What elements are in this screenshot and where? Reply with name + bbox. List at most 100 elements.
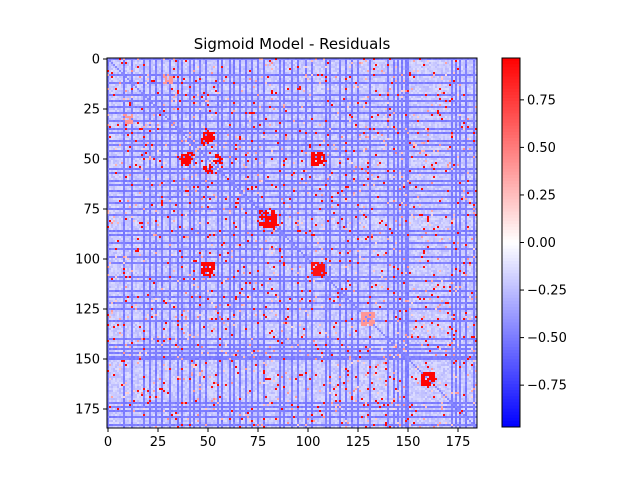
heatmap-cell bbox=[127, 88, 130, 91]
heatmap-cell bbox=[279, 60, 282, 63]
heatmap-cell bbox=[161, 108, 164, 111]
heatmap-cell bbox=[241, 108, 244, 111]
heatmap-cell bbox=[173, 58, 176, 61]
heatmap-cell bbox=[415, 98, 418, 101]
heatmap-cell bbox=[301, 110, 304, 113]
heatmap-cell bbox=[437, 100, 440, 103]
heatmap-cell bbox=[445, 92, 448, 95]
heatmap-cell bbox=[193, 82, 196, 85]
heatmap-cell bbox=[421, 110, 424, 113]
heatmap-cell bbox=[325, 78, 328, 81]
heatmap-cell bbox=[255, 92, 258, 95]
heatmap-cell bbox=[445, 76, 448, 79]
heatmap-cell bbox=[435, 98, 440, 101]
heatmap-cell bbox=[263, 102, 266, 105]
heatmap-cell bbox=[319, 74, 322, 77]
heatmap-cell bbox=[229, 60, 232, 63]
heatmap-cell bbox=[195, 92, 198, 95]
heatmap-cell bbox=[235, 70, 238, 73]
heatmap-cell bbox=[169, 90, 172, 93]
heatmap-cell bbox=[389, 60, 392, 63]
heatmap-cell bbox=[201, 68, 204, 71]
heatmap-cell bbox=[335, 84, 338, 87]
heatmap-cell bbox=[447, 102, 450, 105]
heatmap-cell bbox=[453, 60, 456, 63]
heatmap-cell bbox=[141, 88, 144, 91]
heatmap-cell bbox=[395, 104, 398, 107]
heatmap-cell bbox=[383, 70, 386, 73]
heatmap-cell bbox=[241, 112, 246, 115]
heatmap-cell bbox=[189, 104, 192, 107]
heatmap-cell bbox=[235, 74, 238, 77]
heatmap-cell bbox=[125, 92, 128, 95]
heatmap-cell bbox=[449, 92, 452, 95]
heatmap-cell bbox=[139, 74, 142, 77]
heatmap-cell bbox=[323, 108, 326, 111]
heatmap-cell bbox=[225, 60, 230, 63]
heatmap-cell bbox=[233, 96, 236, 99]
heatmap-cell bbox=[427, 58, 430, 61]
heatmap-cell bbox=[463, 80, 466, 83]
heatmap-cell bbox=[385, 108, 388, 111]
heatmap-cell bbox=[413, 68, 416, 71]
heatmap-cell bbox=[237, 58, 240, 61]
heatmap-cell bbox=[465, 98, 468, 101]
heatmap-cell bbox=[131, 68, 134, 71]
heatmap-cell bbox=[419, 98, 422, 101]
heatmap-cell bbox=[397, 72, 400, 75]
heatmap-cell bbox=[405, 80, 408, 83]
heatmap-cell bbox=[155, 60, 158, 63]
heatmap-cell bbox=[279, 98, 282, 101]
heatmap-cell bbox=[237, 66, 240, 69]
heatmap-cell bbox=[109, 108, 112, 111]
heatmap-cell bbox=[187, 94, 190, 97]
heatmap-cell bbox=[117, 62, 120, 65]
heatmap-cell bbox=[265, 110, 268, 113]
heatmap-cell bbox=[197, 92, 200, 95]
heatmap-cell bbox=[451, 62, 454, 65]
heatmap-cell bbox=[249, 94, 254, 97]
heatmap-cell bbox=[271, 84, 274, 87]
heatmap-cell bbox=[361, 90, 364, 93]
heatmap-cell bbox=[317, 60, 320, 63]
heatmap-cell bbox=[129, 84, 132, 87]
heatmap-cell bbox=[185, 64, 188, 67]
heatmap-cell bbox=[407, 110, 410, 113]
heatmap-cell bbox=[181, 80, 184, 83]
heatmap-cell bbox=[127, 72, 130, 75]
heatmap-cell bbox=[229, 88, 232, 91]
heatmap-cell bbox=[393, 74, 396, 77]
heatmap-cell bbox=[111, 66, 114, 69]
heatmap-cell bbox=[117, 76, 120, 79]
heatmap-cell bbox=[119, 90, 122, 93]
heatmap-cell bbox=[367, 98, 370, 101]
heatmap-cell bbox=[147, 86, 150, 89]
heatmap-cell bbox=[125, 74, 128, 77]
heatmap-cell bbox=[147, 70, 150, 73]
heatmap-cell bbox=[257, 64, 260, 67]
heatmap-cell bbox=[395, 80, 398, 83]
heatmap-cell bbox=[469, 96, 472, 99]
heatmap-cell bbox=[323, 86, 326, 89]
heatmap-cell bbox=[217, 104, 220, 107]
heatmap-cell bbox=[251, 68, 254, 71]
heatmap-cell bbox=[433, 94, 436, 97]
heatmap-cell bbox=[415, 76, 418, 79]
heatmap-cell bbox=[169, 82, 174, 85]
heatmap-cell bbox=[453, 84, 456, 87]
heatmap-cell bbox=[215, 98, 218, 101]
heatmap-cell bbox=[169, 76, 174, 79]
heatmap-cell bbox=[231, 80, 234, 83]
heatmap-cell bbox=[441, 88, 444, 91]
heatmap-cell bbox=[423, 76, 426, 79]
heatmap-cell bbox=[387, 106, 390, 109]
heatmap-cell bbox=[347, 74, 352, 77]
heatmap-cell bbox=[393, 88, 396, 91]
heatmap-cell bbox=[129, 94, 132, 97]
heatmap-cell bbox=[137, 64, 140, 67]
heatmap-cell bbox=[129, 86, 132, 89]
heatmap-cell bbox=[263, 88, 266, 91]
heatmap-cell bbox=[299, 64, 302, 67]
heatmap-cell bbox=[221, 58, 224, 61]
heatmap-cell bbox=[183, 84, 186, 87]
